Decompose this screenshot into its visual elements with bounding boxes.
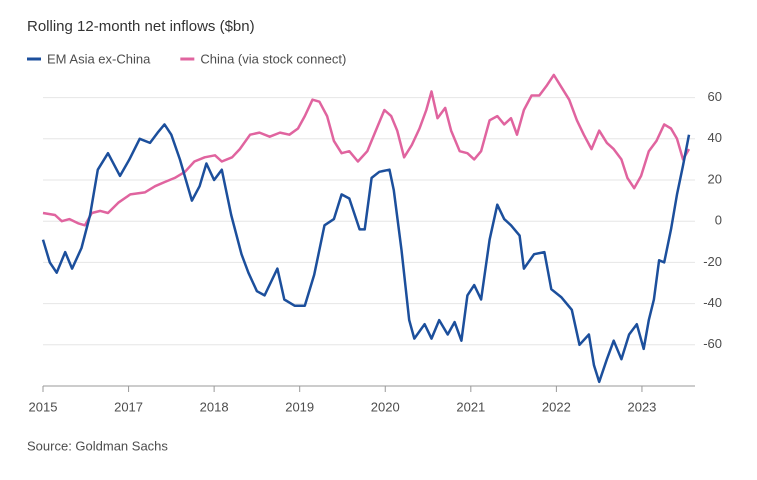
y-tick-label: 40 [708,130,722,145]
x-tick-label: 2023 [627,399,656,414]
legend-label: EM Asia ex-China [47,51,151,66]
y-tick-label: 60 [708,89,722,104]
y-tick-label: -20 [703,254,722,269]
x-tick-label: 2021 [456,399,485,414]
series-line [42,73,691,227]
x-tick-label: 2020 [371,399,400,414]
x-tick-label: 2015 [29,399,58,414]
y-tick-label: 20 [708,171,722,186]
x-tick-label: 2017 [114,399,143,414]
y-tick-label: -40 [703,295,722,310]
x-tick-label: 2018 [200,399,229,414]
legend-label: China (via stock connect) [200,51,346,66]
y-tick-label: 0 [715,213,722,228]
x-tick-label: 2019 [285,399,314,414]
source-note: Source: Goldman Sachs [27,438,168,453]
chart-title: Rolling 12-month net inflows ($bn) [27,18,255,35]
series-line [41,123,691,384]
x-tick-label: 2022 [542,399,571,414]
y-tick-label: -60 [703,336,722,351]
